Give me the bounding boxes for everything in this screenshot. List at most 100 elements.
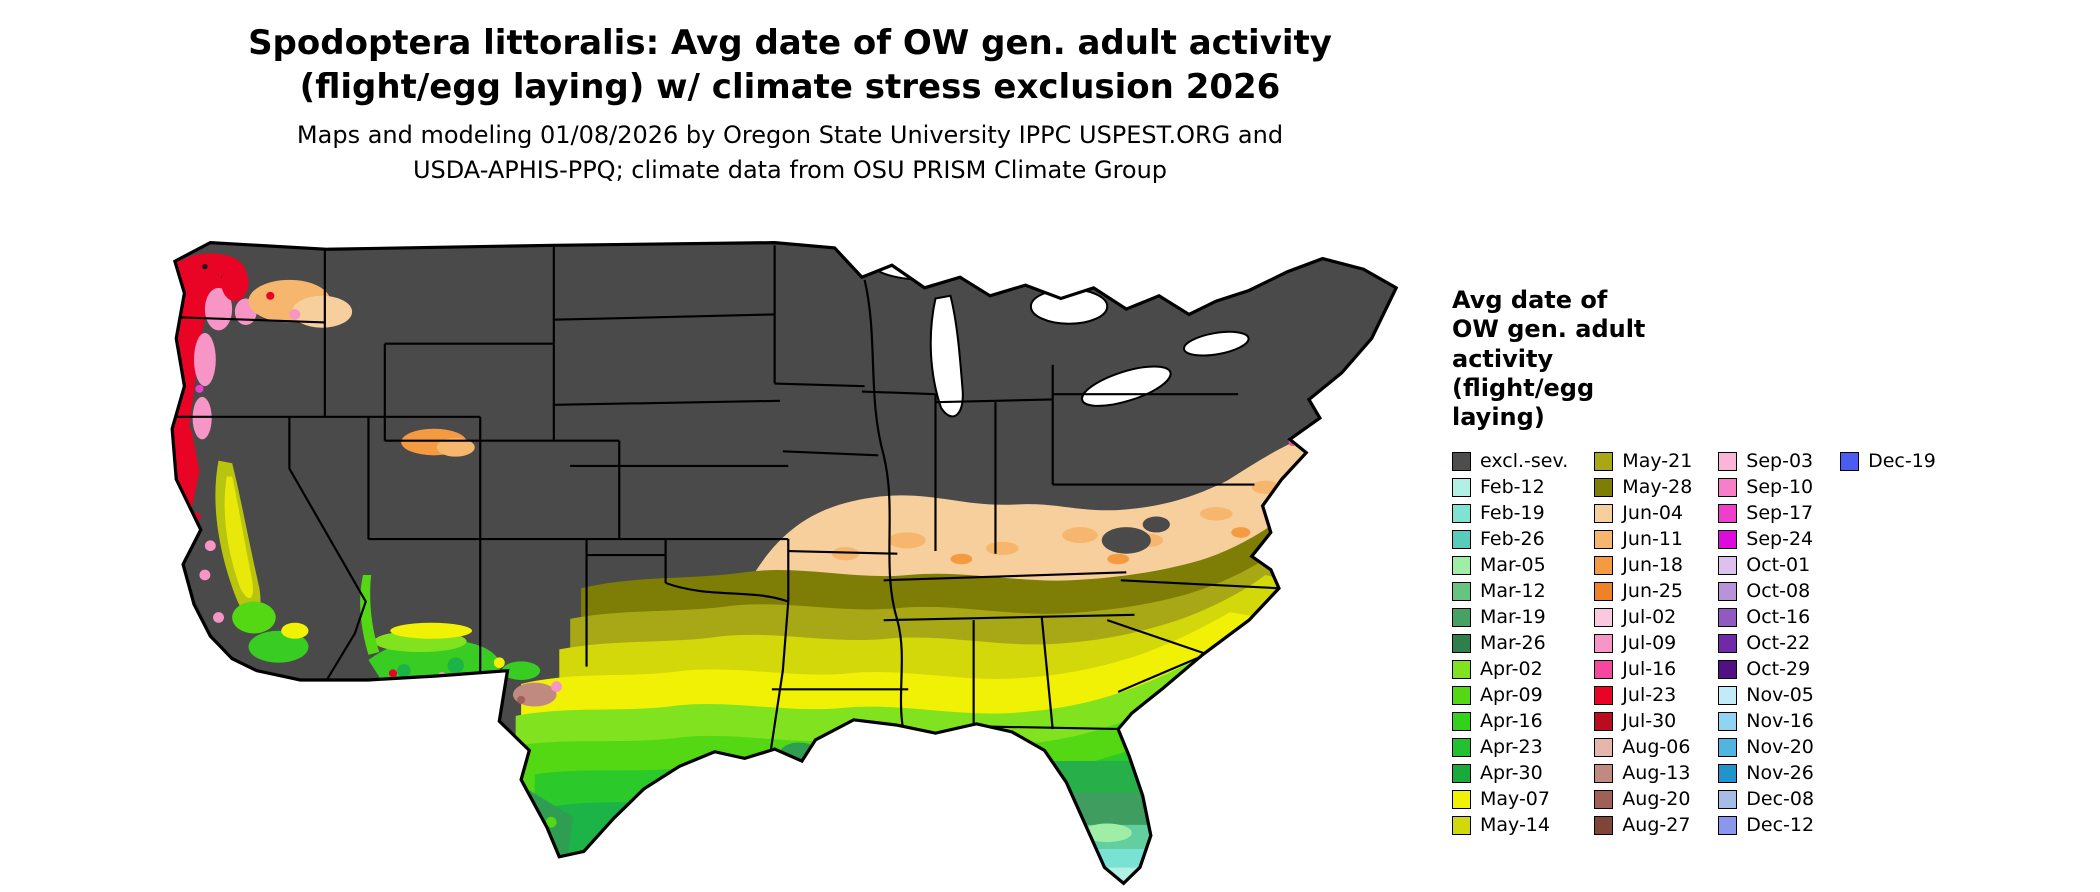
map-region-nm-green: [502, 661, 541, 680]
legend-swatch: [1718, 477, 1738, 497]
map-region-az-yellow: [390, 622, 473, 639]
map-region-socal-green: [248, 630, 309, 663]
legend-entry: Dec-12: [1718, 812, 1814, 838]
map-dot: [545, 816, 557, 828]
legend-swatch: [1452, 633, 1471, 653]
legend-swatch: [1718, 737, 1738, 757]
map-region-appalachia2: [1142, 516, 1170, 533]
legend-label: Jun-04: [1622, 501, 1684, 524]
legend-entry: Apr-09: [1452, 682, 1568, 708]
legend-label: May-07: [1480, 787, 1550, 810]
map-region-fl-southcentral: [970, 824, 1168, 849]
map-dot: [1322, 418, 1329, 424]
legend-label: Jul-02: [1622, 605, 1677, 628]
legend-swatch: [1452, 815, 1471, 835]
legend-label: Apr-02: [1480, 657, 1543, 680]
legend-entry: May-14: [1452, 812, 1568, 838]
legend-entry: Jul-16: [1594, 656, 1692, 682]
legend-label: Mar-19: [1480, 605, 1546, 628]
us-activity-map: [170, 241, 1399, 886]
legend-entry: Feb-19: [1452, 500, 1568, 526]
legend-label: Nov-20: [1746, 735, 1814, 758]
map-region-coastal-green: [553, 758, 1397, 884]
legend-label: Mar-12: [1480, 579, 1546, 602]
map-dot: [202, 263, 208, 270]
legend-label: Jun-25: [1622, 579, 1684, 602]
legend-swatch: [1452, 555, 1471, 575]
legend-label: Apr-09: [1480, 683, 1543, 706]
map-dot: [199, 569, 211, 581]
legend-swatch: [1718, 789, 1738, 809]
legend-entry: Jun-11: [1594, 526, 1692, 552]
map-region-socal-yellow: [281, 622, 309, 639]
legend-column-4: Dec-19: [1840, 448, 1936, 474]
legend-entry: Nov-16: [1718, 708, 1814, 734]
legend-swatch: [1718, 607, 1738, 627]
map-region-appalachia: [1101, 527, 1151, 554]
map-dot: [447, 657, 464, 674]
state-borders: [172, 245, 1280, 762]
legend-swatch: [1718, 685, 1738, 705]
legend-swatch: [1718, 451, 1738, 471]
map-title: Spodoptera littoralis: Avg date of OW ge…: [248, 23, 1332, 107]
map-dot: [551, 681, 563, 692]
legend-entry: Jul-23: [1594, 682, 1692, 708]
legend-label: Nov-16: [1746, 709, 1814, 732]
legend-swatch: [1452, 607, 1471, 627]
legend-swatch: [1718, 529, 1738, 549]
map-region-fl-central: [970, 792, 1168, 825]
legend-label: Oct-29: [1746, 657, 1811, 680]
legend-swatch: [1594, 737, 1614, 757]
map-region-ewa-peach: [292, 295, 353, 328]
map-region-ca-south-green: [232, 601, 276, 634]
legend-swatch: [1718, 815, 1738, 835]
legend-label: Sep-03: [1746, 449, 1814, 472]
legend-label: Sep-17: [1746, 501, 1814, 524]
us-outline: [170, 241, 1399, 886]
legend-swatch: [1452, 737, 1471, 757]
legend-label: Feb-12: [1480, 475, 1545, 498]
legend-entry: Feb-26: [1452, 526, 1568, 552]
legend-label: May-21: [1622, 449, 1693, 472]
map-dot: [289, 309, 301, 320]
legend-label: Aug-06: [1622, 735, 1691, 758]
legend-swatch: [1594, 711, 1614, 731]
legend-entry: Nov-26: [1718, 760, 1814, 786]
legend-label: Sep-24: [1746, 527, 1814, 550]
map-area: [164, 232, 1418, 890]
legend-swatch: [1452, 659, 1471, 679]
legend-swatch: [1840, 451, 1860, 471]
legend-entry: Mar-19: [1452, 604, 1568, 630]
legend-entry: Jun-25: [1594, 578, 1692, 604]
legend-columns: excl.-sev. Feb-12 Feb-19 Feb-26 Mar-05 Mar-12…: [1452, 448, 2092, 838]
legend-entry: Oct-01: [1718, 552, 1814, 578]
legend-label: Jul-23: [1622, 683, 1677, 706]
map-region-fl-pale-patch: [1082, 823, 1132, 843]
legend-label: May-14: [1480, 813, 1550, 836]
legend-label: Aug-20: [1622, 787, 1691, 810]
map-dot: [213, 612, 224, 623]
map-dot: [493, 657, 505, 669]
legend-swatch: [1594, 503, 1614, 523]
legend-label: excl.-sev.: [1480, 449, 1569, 472]
legend-swatch: [1594, 815, 1614, 835]
legend-entry: Aug-27: [1594, 812, 1692, 838]
legend-entry: Jun-04: [1594, 500, 1692, 526]
legend-entry: Dec-08: [1718, 786, 1814, 812]
map-dot: [1307, 427, 1316, 436]
legend-entry: Mar-12: [1452, 578, 1568, 604]
legend-swatch: [1718, 633, 1738, 653]
legend-label: Oct-01: [1746, 553, 1811, 576]
legend-entry: Dec-19: [1840, 448, 1936, 474]
legend-entry: Nov-20: [1718, 734, 1814, 760]
legend-entry: Oct-08: [1718, 578, 1814, 604]
legend-label: Apr-30: [1480, 761, 1543, 784]
legend-swatch: [1452, 503, 1471, 523]
legend-swatch: [1452, 529, 1471, 549]
legend-entry: Jul-02: [1594, 604, 1692, 630]
map-dot: [266, 291, 275, 300]
legend-entry: Aug-20: [1594, 786, 1692, 812]
legend-label: Apr-23: [1480, 735, 1543, 758]
legend-entry: Aug-13: [1594, 760, 1692, 786]
legend-entry: Apr-02: [1452, 656, 1568, 682]
